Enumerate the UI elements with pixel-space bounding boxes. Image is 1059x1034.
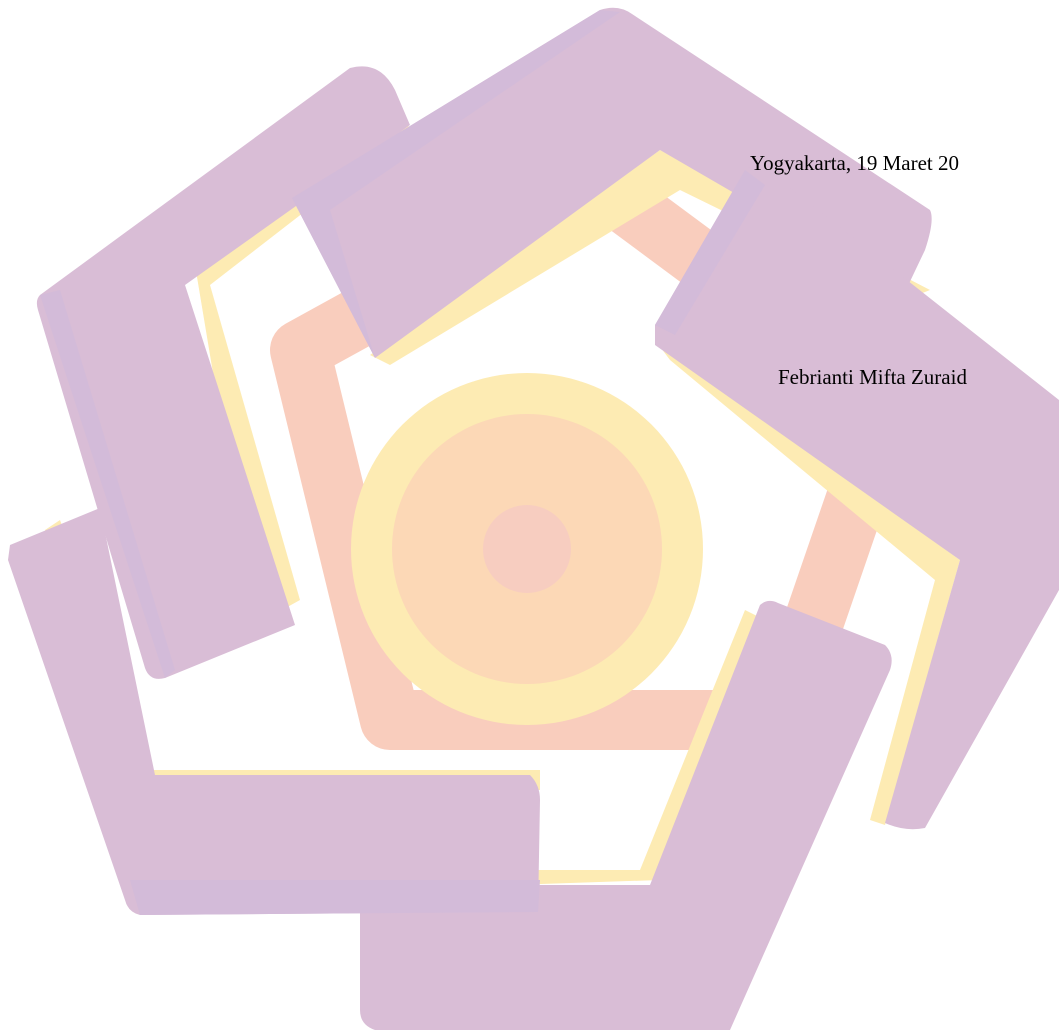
yellow-band-topright	[370, 150, 930, 365]
center-circle-core	[483, 505, 571, 593]
blade-shade-left	[40, 290, 175, 678]
place-date-text: Yogyakarta, 19 Maret 20	[750, 151, 959, 175]
blade-shade-top	[292, 10, 620, 358]
blade-shade-bottom	[130, 880, 540, 915]
purple-blade-top	[292, 7, 932, 358]
purple-blade-left-lower	[8, 508, 540, 915]
blade-shade-right	[655, 170, 765, 335]
purple-blade-bottom	[360, 600, 892, 1030]
yellow-band-bottom	[360, 610, 765, 890]
signatory-name-text: Febrianti Mifta Zuraid	[778, 365, 967, 389]
purple-blade-right	[655, 165, 1059, 830]
